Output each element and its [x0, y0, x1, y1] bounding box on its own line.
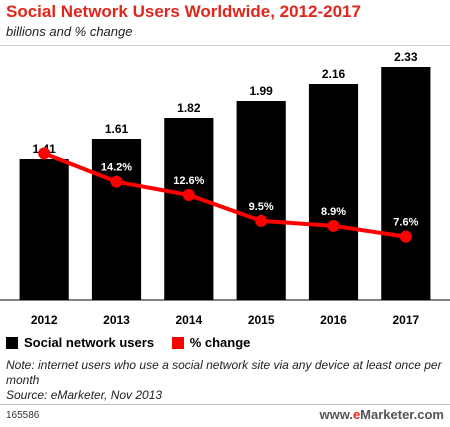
bar-value-label-2013: 1.61: [105, 122, 129, 136]
bar-2017: [381, 67, 431, 300]
x-tick-label-2013: 2013: [103, 313, 130, 327]
chart-legend: Social network users % change: [6, 335, 264, 352]
source-text: Source: eMarketer, Nov 2013: [6, 388, 163, 402]
pct-label-2016: 8.9%: [321, 206, 346, 218]
x-tick-label-2012: 2012: [31, 313, 58, 327]
pct-point-2017: [399, 230, 412, 243]
chart-notes: Note: internet users who use a social ne…: [6, 358, 446, 403]
chart-title: Social Network Users Worldwide, 2012-201…: [6, 2, 361, 21]
legend-item-users: Social network users: [6, 335, 154, 350]
emarketer-logo: www.eMarketer.com: [319, 407, 444, 422]
x-tick-label-2014: 2014: [175, 313, 202, 327]
legend-swatch-change: [171, 336, 184, 349]
legend-swatch-users: [6, 336, 18, 349]
logo-prefix: www.: [319, 407, 353, 422]
x-tick-label-2016: 2016: [320, 313, 347, 327]
bar-value-label-2014: 1.82: [177, 101, 201, 115]
x-tick-label-2017: 2017: [392, 313, 419, 327]
footer: 165586 www.eMarketer.com: [0, 404, 450, 427]
pct-label-2013: 14.2%: [101, 162, 132, 174]
legend-label-users: Social network users: [24, 335, 155, 350]
bar-value-label-2015: 1.99: [249, 84, 273, 98]
bar-2014: [164, 118, 214, 300]
pct-label-2014: 12.6%: [173, 175, 204, 187]
bar-2016: [308, 84, 359, 300]
legend-label-change: % change: [189, 335, 251, 350]
x-tick-label-2015: 2015: [248, 313, 275, 327]
logo-rest: Marketer.com: [360, 407, 444, 422]
pct-label-2015: 9.5%: [249, 201, 274, 213]
bar-2015: [236, 101, 286, 300]
pct-change-line: [43, 151, 407, 239]
pct-point-2015: [255, 214, 268, 227]
title-divider: [0, 45, 450, 46]
note-text: Note: internet users who use a social ne…: [6, 358, 442, 387]
pct-label-2017: 7.6%: [393, 217, 418, 229]
pct-point-2014: [182, 189, 195, 201]
bar-value-label-2017: 2.33: [394, 50, 418, 64]
chart-subtitle: billions and % change: [6, 24, 133, 39]
pct-point-2016: [327, 219, 340, 232]
pct-label-2012: 17.6%: [29, 133, 60, 145]
bar-value-label-2016: 2.16: [322, 67, 346, 81]
logo-e: e: [352, 407, 361, 422]
legend-item-change: % change: [171, 335, 251, 350]
chart-id: 165586: [6, 410, 40, 421]
bar-2013: [91, 139, 142, 300]
bar-2012: [19, 159, 69, 300]
chart-canvas: 1.4120121.6120131.8220141.9920152.162016…: [0, 50, 450, 327]
pct-point-2012: [38, 147, 51, 160]
pct-point-2013: [110, 175, 123, 188]
